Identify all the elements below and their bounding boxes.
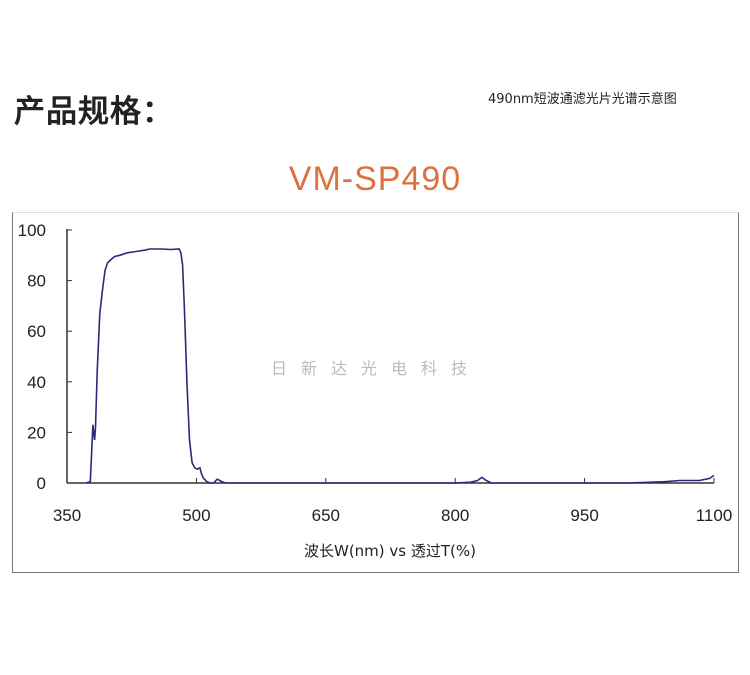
transmission-curve — [85, 248, 715, 484]
x-tick-label: 350 — [53, 506, 81, 525]
page-heading: 产品规格： — [14, 94, 174, 130]
x-tick-label: 500 — [182, 506, 210, 525]
watermark: 日新达光电科技 — [271, 359, 481, 378]
y-tick-label: 20 — [27, 423, 46, 442]
x-tick-label: 800 — [441, 506, 469, 525]
x-tick-label: 950 — [570, 506, 598, 525]
y-tick-label: 60 — [27, 322, 46, 341]
y-tick-label: 100 — [18, 221, 46, 240]
y-tick-label: 40 — [27, 373, 46, 392]
x-tick-label: 1100 — [696, 506, 733, 525]
chart-title: VM-SP490 — [288, 160, 462, 198]
x-axis-label: 波长W(nm) vs 透过T(%) — [304, 542, 476, 560]
y-tick-label: 0 — [37, 474, 46, 493]
x-tick-label: 650 — [312, 506, 340, 525]
chart-frame — [12, 212, 739, 573]
y-tick-label: 80 — [27, 272, 46, 291]
chart-caption: 490nm短波通滤光片光谱示意图 — [488, 92, 677, 107]
